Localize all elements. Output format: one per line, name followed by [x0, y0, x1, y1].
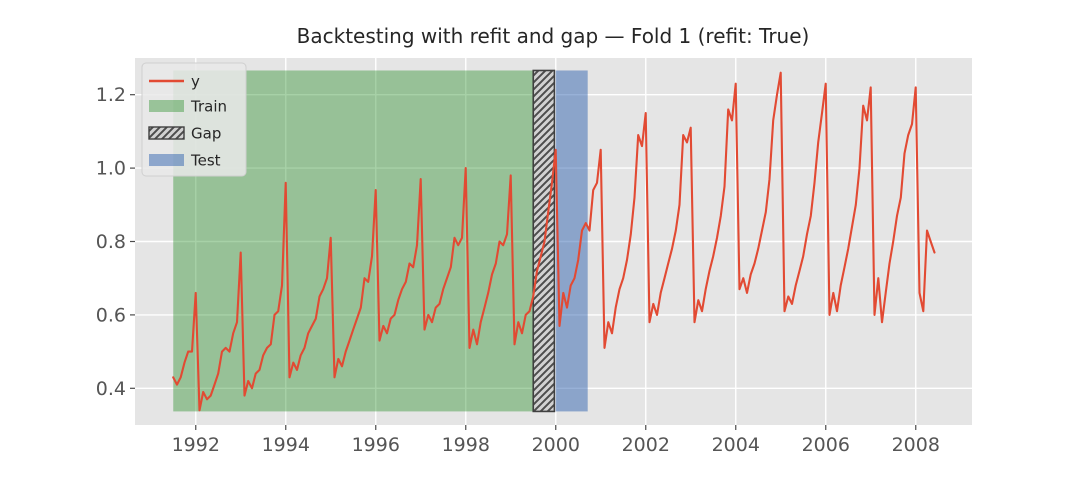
- chart-title: Backtesting with refit and gap — Fold 1 …: [297, 24, 810, 48]
- x-tick-label: 2004: [712, 434, 760, 456]
- legend-label-gap: Gap: [191, 125, 221, 143]
- y-tick-label: 1.2: [96, 84, 126, 106]
- x-tick-label: 2002: [622, 434, 670, 456]
- legend-patch-gap: [148, 126, 185, 140]
- series-line-y: [172, 71, 936, 412]
- y-tick-label: 1.0: [96, 158, 126, 180]
- legend-box: [141, 62, 247, 177]
- x-tick-label: 2006: [802, 434, 850, 456]
- x-tick-label: 1998: [442, 434, 490, 456]
- legend-label-test: Test: [190, 152, 221, 170]
- legend: y Train Gap Test: [141, 62, 247, 177]
- x-tick-label: 2000: [532, 434, 580, 456]
- y-tick-label: 0.6: [96, 304, 126, 326]
- legend-label-y: y: [191, 73, 200, 91]
- y-tick-label: 0.4: [96, 378, 126, 400]
- legend-patch-train: [149, 100, 184, 112]
- legend-patch-test: [149, 154, 184, 166]
- region-test: [555, 70, 588, 412]
- x-tick-label: 1992: [172, 434, 220, 456]
- x-tick-label: 1994: [262, 434, 310, 456]
- legend-label-train: Train: [190, 98, 227, 116]
- x-tick-label: 1996: [352, 434, 400, 456]
- x-tick-label: 2008: [892, 434, 940, 456]
- y-tick-label: 0.8: [96, 231, 126, 253]
- axis-ticks: [130, 94, 917, 430]
